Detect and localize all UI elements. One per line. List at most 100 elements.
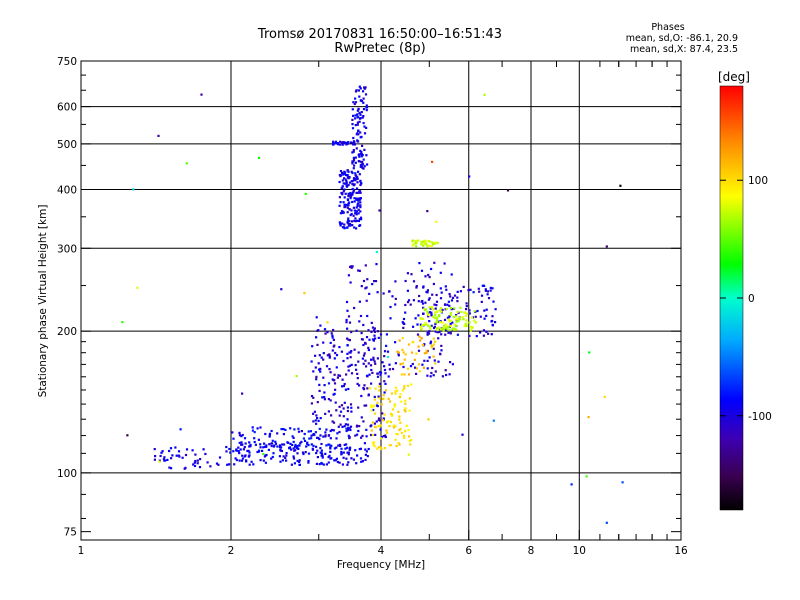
data-point <box>451 363 454 366</box>
data-point <box>346 198 350 202</box>
data-point <box>487 297 491 300</box>
data-point <box>366 314 369 318</box>
data-point <box>409 365 413 368</box>
data-point <box>349 265 352 268</box>
data-point <box>163 456 166 459</box>
data-point <box>354 124 357 127</box>
data-point <box>363 384 366 387</box>
data-point <box>440 310 443 313</box>
data-point <box>351 151 354 154</box>
data-point <box>435 300 439 303</box>
data-point <box>333 447 336 450</box>
data-point <box>468 175 471 178</box>
data-point <box>447 316 450 319</box>
data-point <box>424 322 427 325</box>
data-point <box>404 430 407 433</box>
data-point <box>363 442 366 445</box>
data-point <box>342 415 345 418</box>
data-point <box>298 463 301 466</box>
y-axis-label: Stationary phase Virtual Height [km] <box>37 205 49 398</box>
data-point <box>485 330 488 333</box>
chart-subtitle: RwPretec (8p) <box>334 41 426 56</box>
data-point <box>380 436 383 439</box>
data-point <box>283 443 286 446</box>
data-point <box>354 434 357 437</box>
data-point <box>329 371 332 374</box>
data-point <box>335 142 338 145</box>
data-point <box>433 359 436 362</box>
data-point <box>428 244 431 247</box>
data-point <box>468 334 471 337</box>
data-point <box>332 345 335 348</box>
data-point <box>380 447 383 451</box>
data-point <box>331 420 334 423</box>
data-point <box>448 293 451 296</box>
data-point <box>241 392 244 395</box>
data-point <box>452 327 455 330</box>
data-point <box>276 445 279 448</box>
data-point <box>483 93 486 96</box>
data-point <box>364 93 368 96</box>
data-point <box>343 443 346 446</box>
data-point <box>282 455 285 458</box>
data-point <box>482 329 486 332</box>
data-point <box>472 291 475 294</box>
data-point <box>235 449 238 452</box>
data-points <box>121 85 624 524</box>
data-point <box>408 409 411 412</box>
data-point <box>318 368 321 371</box>
data-point <box>436 329 439 332</box>
data-point <box>225 450 228 453</box>
data-point <box>281 443 284 446</box>
data-point <box>429 327 432 330</box>
data-point <box>448 373 451 376</box>
y-tick-label: 600 <box>57 102 77 114</box>
data-point <box>304 192 307 195</box>
data-point <box>394 390 397 393</box>
data-point <box>316 436 319 439</box>
data-point <box>185 162 188 165</box>
data-point <box>332 421 336 424</box>
data-point <box>237 450 240 453</box>
data-point <box>308 437 311 440</box>
data-point <box>415 286 418 289</box>
data-point <box>402 317 406 321</box>
data-point <box>292 457 296 460</box>
data-point <box>248 451 251 454</box>
data-point <box>432 337 435 340</box>
data-point <box>333 459 336 462</box>
data-point <box>319 417 322 420</box>
data-point <box>362 343 365 347</box>
data-point <box>354 156 357 159</box>
data-point <box>399 393 402 396</box>
data-point <box>368 373 371 376</box>
data-point <box>375 404 379 407</box>
data-point <box>443 318 447 321</box>
data-point <box>429 325 432 328</box>
data-point <box>483 317 486 320</box>
data-point <box>328 353 331 356</box>
data-point <box>346 204 349 207</box>
data-point <box>327 456 330 459</box>
data-point <box>357 191 360 194</box>
data-point <box>419 339 422 342</box>
data-point <box>421 363 424 366</box>
data-point <box>397 351 400 354</box>
data-point <box>363 352 366 355</box>
data-point <box>343 401 346 404</box>
data-point <box>403 373 406 376</box>
data-point <box>350 220 353 223</box>
data-point <box>359 99 362 102</box>
data-point <box>352 160 355 163</box>
data-point <box>424 240 427 243</box>
data-point <box>426 331 429 334</box>
data-point <box>196 459 199 462</box>
data-point <box>341 171 344 174</box>
data-point <box>319 451 322 454</box>
data-point <box>350 195 353 198</box>
data-point <box>344 178 347 181</box>
data-point <box>347 461 350 464</box>
data-point <box>243 446 246 449</box>
data-point <box>454 324 458 327</box>
data-point <box>359 457 363 460</box>
